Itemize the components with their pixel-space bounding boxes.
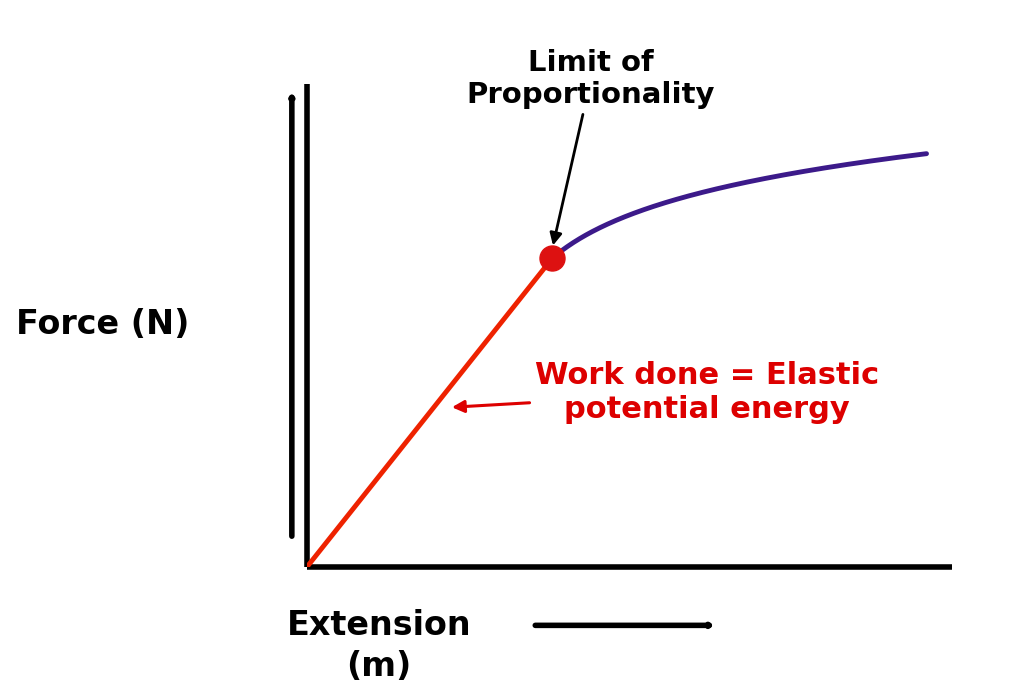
Text: Extension: Extension [287, 609, 471, 642]
Text: (m): (m) [346, 650, 412, 683]
Text: Work done = Elastic
potential energy: Work done = Elastic potential energy [456, 361, 880, 424]
Text: Limit of
Proportionality: Limit of Proportionality [467, 48, 716, 243]
Text: Force (N): Force (N) [15, 308, 189, 341]
